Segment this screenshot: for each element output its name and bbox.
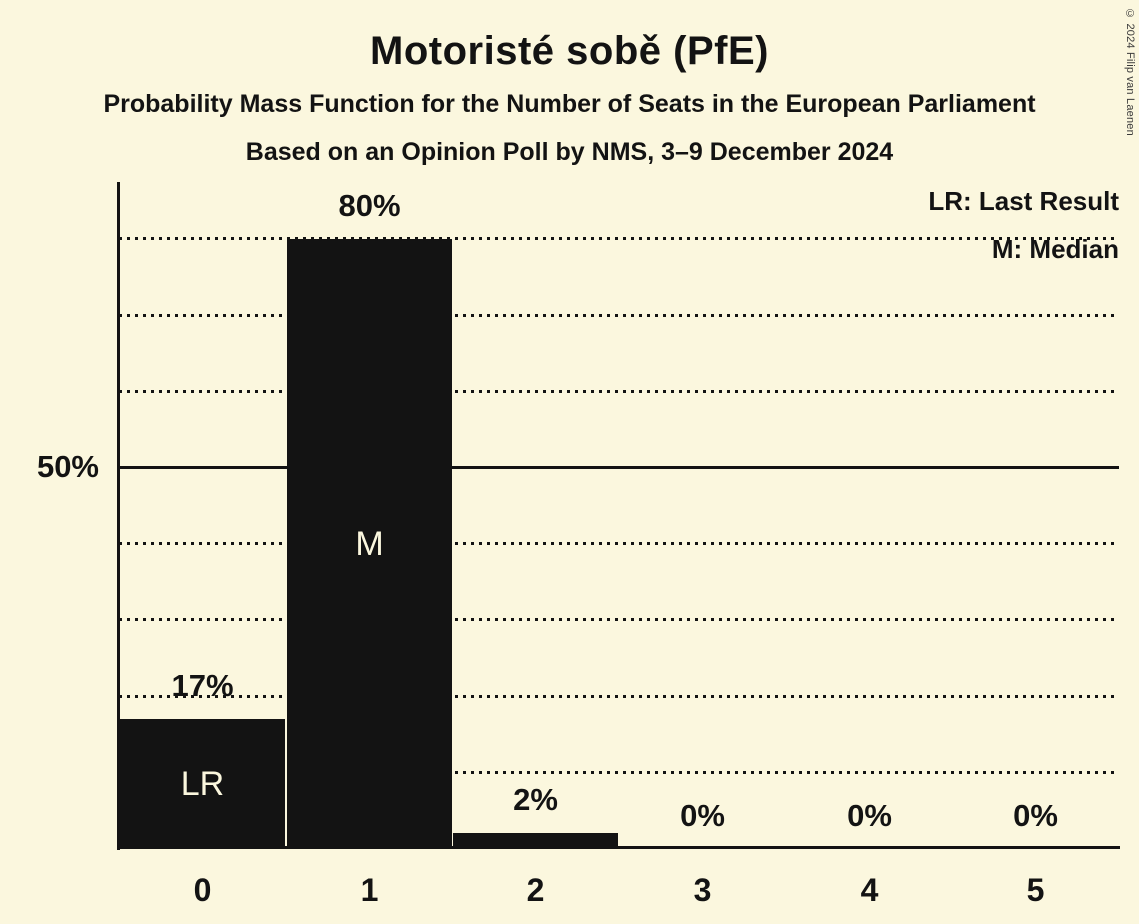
- y-axis-line: [117, 182, 120, 850]
- x-axis-tick-label-2: 2: [526, 872, 545, 908]
- bar-seats-0: [120, 719, 285, 849]
- chart-subtitle: Probability Mass Function for the Number…: [103, 90, 1036, 118]
- chart-source-subtitle: Based on an Opinion Poll by NMS, 3–9 Dec…: [245, 138, 894, 166]
- x-axis-line: [117, 846, 1120, 849]
- bar-value-label-4: 0%: [847, 798, 892, 833]
- legend-last-result: LR: Last Result: [928, 186, 1119, 216]
- bar-value-label-3: 0%: [680, 798, 725, 833]
- gridline-60pct: [119, 390, 1119, 393]
- gridline-20pct: [119, 695, 1119, 698]
- bar-annotation-lr: LR: [180, 765, 225, 803]
- x-axis-tick-label-1: 1: [360, 872, 379, 908]
- x-axis-tick-label-3: 3: [693, 872, 712, 908]
- copyright-notice: © 2024 Filip van Laenen: [1124, 8, 1136, 136]
- bar-annotation-m: M: [355, 525, 384, 563]
- x-axis-tick-label-4: 4: [860, 872, 879, 908]
- gridline-30pct: [119, 618, 1119, 621]
- gridline-10pct: [119, 771, 1119, 774]
- gridline-40pct: [119, 542, 1119, 545]
- bar-value-label-5: 0%: [1013, 798, 1058, 833]
- x-axis-tick-label-5: 5: [1026, 872, 1045, 908]
- bar-value-label-1: 80%: [338, 188, 401, 223]
- gridline-70pct: [119, 314, 1119, 317]
- bar-value-label-0: 17%: [171, 668, 234, 703]
- bar-seats-1: [287, 239, 452, 849]
- gridline-solid-50pct: [119, 466, 1119, 469]
- legend-median: M: Median: [991, 234, 1119, 264]
- bar-value-label-2: 2%: [513, 782, 558, 817]
- bar-seats-2: [453, 833, 618, 848]
- x-axis-tick-label-0: 0: [193, 872, 212, 908]
- gridline-80pct: [119, 237, 1119, 240]
- chart-title: Motoristé sobě (PfE): [370, 29, 769, 73]
- y-axis-tick-label-50: 50%: [36, 449, 99, 484]
